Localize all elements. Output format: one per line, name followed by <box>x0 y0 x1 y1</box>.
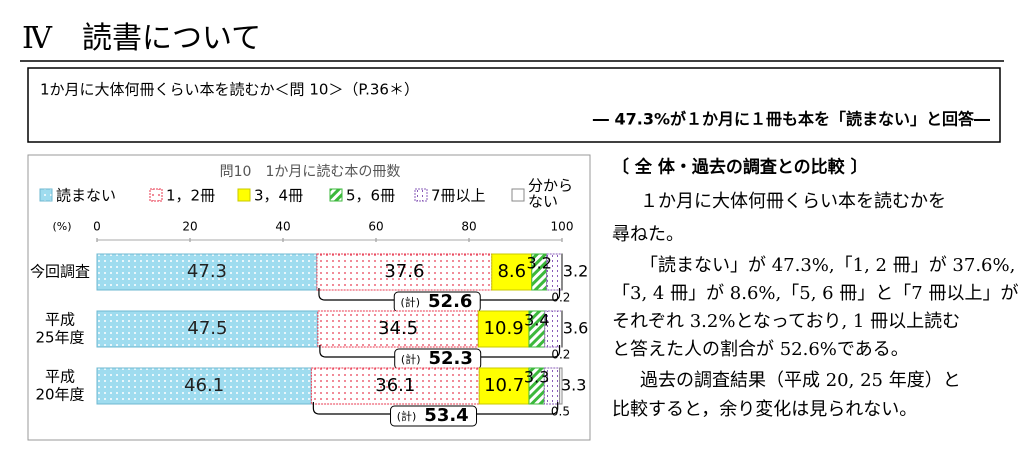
legend-swatch <box>511 188 525 202</box>
bar-segment <box>96 310 319 348</box>
value-label: 10.9 <box>484 318 524 339</box>
value-label: 36.1 <box>375 375 415 396</box>
value-label: 3.2 <box>563 262 588 281</box>
value-label: 10.7 <box>484 375 524 396</box>
question: 1か月に大体何冊くらい本を読むか＜問 10＞（P.36＊） <box>40 81 419 99</box>
category-label: 25年度 <box>35 329 84 347</box>
summary-line: 尋ねた。 <box>612 224 684 245</box>
total-value: 52.3 <box>428 348 472 369</box>
summary-line: と答えた人の割合が 52.6%である。 <box>612 339 909 360</box>
legend-label: 5，6冊 <box>346 187 395 205</box>
summary-line: 過去の調査結果（平成 20, 25 年度）と <box>640 370 961 391</box>
value-label: 0.2 <box>551 291 570 305</box>
legend-label: 分から <box>528 177 573 195</box>
summary-line: 「3, 4 冊」が 8.6%,「5, 6 冊」と「7 冊以上」が <box>612 283 1018 304</box>
summary-line: それぞれ 3.2%となっており, 1 冊以上読む <box>612 311 960 332</box>
value-label: 3.3 <box>561 376 586 395</box>
total-prefix: (計) <box>397 409 417 423</box>
value-label: 47.3 <box>187 261 227 282</box>
legend-label: 3，4冊 <box>254 187 303 205</box>
question-box <box>27 67 1001 143</box>
value-label: 37.6 <box>384 261 424 282</box>
bar-segment <box>310 367 480 405</box>
value-label: 34.5 <box>378 318 418 339</box>
value-label: 3.6 <box>563 319 588 338</box>
total-prefix: (計) <box>401 352 421 366</box>
total-value: 53.4 <box>424 405 468 426</box>
value-label: 46.1 <box>184 375 224 396</box>
value-label: 3.2 <box>526 254 551 273</box>
value-label: 3.3 <box>524 368 549 387</box>
summary-line: １か月に大体何冊くらい本を読むかを <box>640 191 946 212</box>
bar-segment <box>478 367 530 405</box>
value-label: 0.2 <box>551 348 570 362</box>
heading: Ⅳ 読書について <box>22 21 261 56</box>
bar-segment <box>561 253 563 291</box>
legend-label: 7冊以上 <box>431 187 486 205</box>
summary-line: 比較すると，余り変化は見られない。 <box>612 399 917 420</box>
value-label: 0.5 <box>551 405 570 419</box>
summary-title: 〔 全 体・過去の調査との比較 〕 <box>612 157 868 178</box>
x-tick-label: 80 <box>461 220 476 234</box>
x-tick-label: 100 <box>551 220 574 234</box>
legend-swatch <box>39 188 53 202</box>
bar-segment <box>561 310 563 348</box>
legend-label: 読まない <box>56 187 116 205</box>
value-label: 8.6 <box>497 261 526 282</box>
legend-label: 1，2冊 <box>166 187 215 205</box>
bar-segment <box>316 253 493 291</box>
category-label: 20年度 <box>35 386 84 404</box>
category-label: 今回調査 <box>30 263 90 281</box>
legend-swatch <box>149 188 163 202</box>
legend-swatch <box>329 188 343 202</box>
x-tick-label: 20 <box>182 220 197 234</box>
legend-label: ない <box>528 193 558 211</box>
total-prefix: (計) <box>400 295 420 309</box>
x-tick-label: 60 <box>368 220 383 234</box>
bar-segment <box>477 310 530 348</box>
bar-segment <box>96 253 318 291</box>
summary-line: 「読まない」が 47.3%,「1, 2 冊」が 37.6%, <box>640 255 1015 276</box>
value-label: 3.4 <box>524 311 549 330</box>
category-label: 平成 <box>45 368 75 386</box>
x-tick-label: 0 <box>93 220 101 234</box>
chart: 0 20 40 60 80 100 読まない 1，2冊 3，4冊 5，6冊 7冊以上 分からない今回調… <box>30 177 588 427</box>
bar-segment <box>559 367 563 405</box>
x-tick-label: 40 <box>275 220 290 234</box>
x-unit: (%) <box>52 220 71 233</box>
headline: ― 47.3%が１か月に１冊も本を「読まない」と回答― <box>593 110 990 129</box>
value-label: 47.5 <box>187 318 227 339</box>
legend-swatch <box>414 188 428 202</box>
bar-segment <box>546 253 563 291</box>
category-label: 平成 <box>45 311 75 329</box>
total-value: 52.6 <box>428 291 472 312</box>
chart-title: 問10 1か月に読む本の冊数 <box>220 163 401 180</box>
bar-segment <box>96 367 312 405</box>
bar-segment <box>317 310 479 348</box>
legend-swatch <box>237 188 251 202</box>
chart-frame <box>27 154 591 441</box>
total-box <box>390 405 478 427</box>
